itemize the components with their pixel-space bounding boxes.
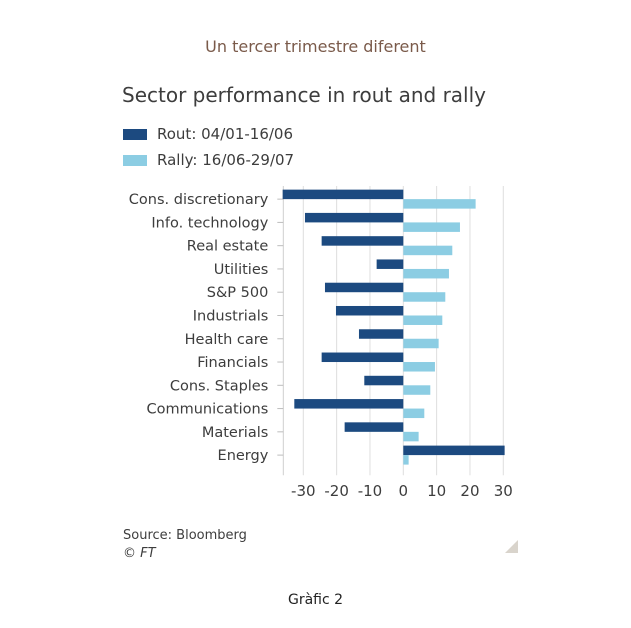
legend-item-rally: Rally: 16/06-29/07 bbox=[123, 151, 294, 169]
page-heading: Un tercer trimestre diferent bbox=[205, 37, 426, 56]
bar-rally bbox=[403, 408, 425, 419]
category-label: Utilities bbox=[214, 262, 269, 278]
bar-rally bbox=[403, 338, 439, 349]
x-tick-label: 0 bbox=[399, 482, 409, 500]
category-label: Financials bbox=[197, 355, 268, 371]
x-tick-label: 30 bbox=[494, 482, 513, 500]
figure-caption: Gràfic 2 bbox=[287, 592, 344, 608]
category-label: S&P 500 bbox=[207, 285, 269, 301]
x-tick-label: -10 bbox=[358, 482, 383, 500]
bar-rally bbox=[403, 222, 460, 232]
bar-rout bbox=[294, 399, 404, 409]
bar-rout bbox=[321, 352, 404, 363]
category-label: Health care bbox=[185, 332, 269, 348]
bar-rally bbox=[403, 199, 476, 209]
legend-label-rally: Rally: 16/06-29/07 bbox=[157, 151, 295, 169]
legend-swatch-rout bbox=[123, 128, 147, 140]
x-tick-label: -20 bbox=[324, 482, 349, 500]
chart-title: Sector performance in rout and rally bbox=[122, 83, 486, 107]
x-tick-label: 10 bbox=[427, 482, 446, 500]
bar-rout bbox=[304, 212, 404, 223]
bar-rout bbox=[321, 236, 404, 246]
legend-swatch-rally bbox=[123, 154, 147, 166]
bar-rout bbox=[403, 445, 505, 456]
legend-item-rout: Rout: 04/01-16/06 bbox=[123, 125, 293, 143]
bar-rally bbox=[403, 362, 435, 372]
bar-rally bbox=[403, 315, 443, 325]
category-label: Cons. Staples bbox=[170, 378, 268, 394]
source-note: Source: Bloomberg bbox=[123, 528, 247, 543]
category-label: Real estate bbox=[187, 239, 269, 255]
category-label: Communications bbox=[146, 402, 268, 418]
x-tick-label: 20 bbox=[460, 482, 479, 500]
bar-rout bbox=[364, 375, 404, 386]
category-label: Energy bbox=[218, 448, 269, 464]
bar-rally bbox=[403, 268, 449, 279]
x-tick-label: -30 bbox=[291, 482, 316, 500]
category-label: Industrials bbox=[193, 308, 269, 324]
bar-rout bbox=[282, 189, 404, 200]
bar-rally bbox=[403, 245, 453, 256]
bar-rout bbox=[376, 259, 404, 269]
copyright-note: © FT bbox=[123, 546, 156, 561]
resize-corner-icon bbox=[505, 540, 518, 553]
bar-rally bbox=[403, 292, 446, 302]
bar-rally bbox=[403, 455, 409, 465]
category-label: Materials bbox=[202, 425, 268, 441]
bar-rally bbox=[403, 385, 431, 395]
bar-rout bbox=[324, 282, 404, 293]
legend-label-rout: Rout: 04/01-16/06 bbox=[157, 125, 294, 143]
category-label: Cons. discretionary bbox=[129, 192, 269, 208]
bar-rout bbox=[335, 305, 404, 316]
bar-rally bbox=[403, 431, 419, 442]
bar-rout bbox=[344, 422, 404, 432]
bar-rout bbox=[358, 329, 404, 339]
category-label: Info. technology bbox=[151, 215, 268, 231]
